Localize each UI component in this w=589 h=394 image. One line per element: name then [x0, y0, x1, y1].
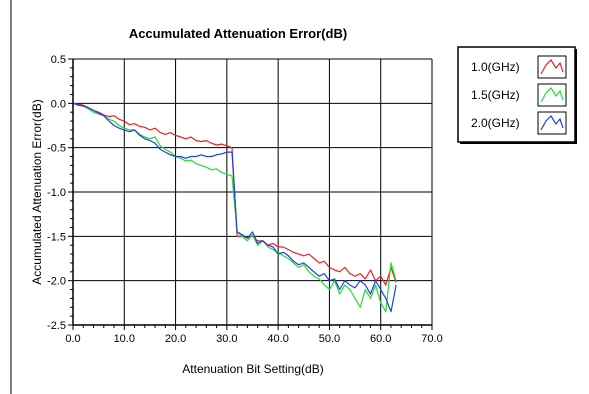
legend-label: 1.5(GHz): [471, 88, 520, 102]
y-tick-label: 0.5: [51, 54, 66, 66]
x-tick-label: 50.0: [319, 333, 340, 345]
x-tick-label: 30.0: [216, 333, 237, 345]
chart-title: Accumulated Attenuation Error(dB): [129, 26, 347, 41]
y-tick-label: -0.5: [47, 143, 66, 155]
x-tick-label: 40.0: [267, 333, 288, 345]
y-tick-label: -1.0: [47, 187, 66, 199]
x-tick-label: 60.0: [370, 333, 391, 345]
legend-swatch-line: [540, 115, 564, 131]
legend-label: 2.0(GHz): [471, 116, 520, 130]
y-tick-label: -1.5: [47, 231, 66, 243]
legend-label: 1.0(GHz): [471, 60, 520, 74]
y-tick-labels: 0.5 0.0 -0.5 -1.0 -1.5 -2.0 -2.5: [47, 54, 66, 332]
y-tick-label: -2.0: [47, 276, 66, 288]
y-tick-label: 0.0: [51, 98, 66, 110]
series-line-2: [72, 102, 397, 313]
x-tick-label: 0.0: [65, 333, 80, 345]
legend-swatch-box: [537, 83, 567, 107]
series-line-3: [72, 102, 397, 313]
x-tick-label: 70.0: [421, 333, 442, 345]
series-lines: [72, 102, 397, 313]
x-tick-label: 20.0: [165, 333, 186, 345]
legend-swatch-box: [537, 111, 567, 135]
x-axis-label: Attenuation Bit Setting(dB): [182, 362, 323, 376]
legend: 1.0(GHz) 1.5(GHz) 2.0(GHz): [457, 46, 577, 144]
y-tick-label: -2.5: [47, 320, 66, 332]
legend-swatch-box: [537, 55, 567, 79]
x-tick-label: 10.0: [114, 333, 135, 345]
tick-marks: [68, 58, 433, 330]
legend-swatch-line: [540, 87, 564, 103]
legend-swatch-line: [540, 59, 564, 75]
x-tick-labels: 0.0 10.0 20.0 30.0 40.0 50.0 60.0 70.0: [65, 333, 442, 345]
y-axis-label: Accumulated Attenuation Error(dB): [30, 99, 44, 284]
